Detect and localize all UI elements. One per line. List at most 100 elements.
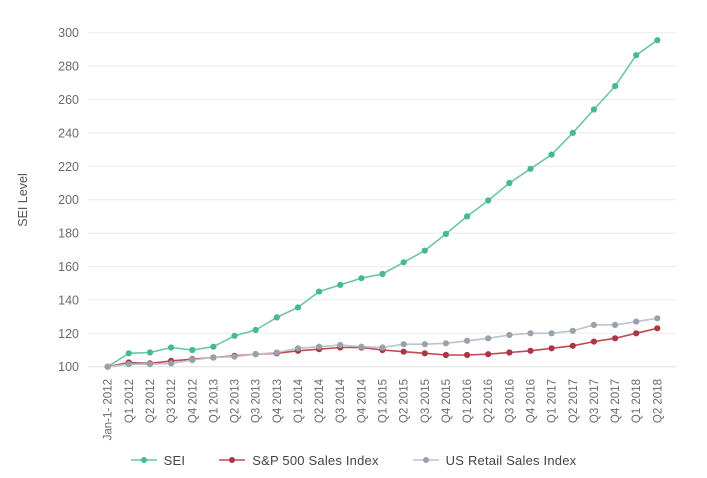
data-point [464, 337, 471, 344]
data-point [464, 351, 471, 359]
data-point [548, 330, 555, 337]
data-point [569, 129, 576, 136]
y-tick-label: 240 [58, 126, 79, 140]
y-tick-label: 300 [58, 26, 79, 40]
data-point [527, 347, 534, 354]
data-point [485, 197, 492, 204]
x-tick-label: Q1 2016 [462, 379, 474, 423]
data-point [294, 345, 302, 352]
data-point [527, 330, 534, 337]
x-tick-label: Q1 2015 [378, 379, 390, 423]
data-point [485, 335, 492, 342]
y-tick-label: 280 [58, 60, 79, 74]
data-point [442, 351, 449, 359]
data-point [189, 346, 196, 354]
x-tick-label: Q1 2012 [124, 379, 136, 423]
y-tick-label: 120 [58, 327, 79, 341]
data-point [316, 288, 323, 295]
x-tick-label: Q1 2013 [208, 379, 220, 423]
data-point [231, 353, 238, 360]
data-point [506, 331, 513, 339]
data-point [189, 356, 196, 364]
data-point [316, 343, 323, 350]
x-tick-label: Q3 2017 [589, 379, 601, 423]
data-point [612, 321, 619, 328]
data-point [146, 361, 154, 368]
x-tick-label: Q3 2015 [420, 379, 432, 423]
data-point [273, 314, 280, 321]
legend-label: S&P 500 Sales Index [252, 452, 379, 468]
legend-marker-icon [130, 457, 157, 463]
data-point [104, 363, 111, 370]
y-tick-label: 160 [58, 260, 79, 274]
x-tick-label: Q2 2016 [483, 379, 495, 423]
legend-item-us-retail-sales-index[interactable]: US Retail Sales Index [412, 453, 577, 468]
data-point [569, 342, 576, 349]
data-point [485, 351, 492, 358]
data-point [400, 259, 407, 266]
y-tick-label: 220 [58, 160, 79, 174]
x-tick-label: Q4 2017 [610, 379, 622, 423]
legend-item-s-p-500-sales-index[interactable]: S&P 500 Sales Index [219, 453, 378, 468]
legend-item-sei[interactable]: SEI [130, 452, 186, 468]
x-tick-label: Q1 2014 [293, 378, 305, 423]
x-tick-label: Jan-1- 2012 [103, 379, 115, 440]
data-point [548, 345, 555, 352]
data-point [358, 343, 365, 350]
legend-marker-icon [219, 457, 246, 463]
data-point [168, 360, 175, 367]
data-point [527, 165, 534, 172]
data-point [168, 344, 175, 351]
x-tick-label: Q3 2014 [335, 378, 347, 423]
data-point [273, 349, 280, 356]
data-point [337, 281, 344, 288]
data-point [506, 349, 513, 356]
data-point [252, 351, 259, 358]
data-point [612, 335, 619, 342]
data-point [612, 83, 619, 90]
data-point [400, 341, 407, 348]
data-point [421, 247, 428, 254]
x-tick-label: Q4 2013 [272, 379, 284, 423]
data-point [252, 326, 259, 334]
data-point [633, 52, 640, 59]
y-tick-label: 100 [58, 360, 79, 374]
data-point [210, 354, 217, 361]
data-point [654, 315, 661, 322]
legend-label: SEI [163, 452, 186, 468]
y-axis-title: SEI Level [16, 173, 30, 227]
series-line-sei [107, 39, 658, 368]
data-point [421, 341, 428, 348]
data-point [590, 106, 598, 113]
y-tick-label: 180 [58, 227, 79, 241]
legend-marker-icon [412, 457, 439, 463]
data-point [590, 338, 598, 345]
chart-legend: SEI S&P 500 Sales Index US Retail Sales In… [0, 447, 707, 473]
data-point [569, 327, 576, 334]
data-point [125, 361, 132, 368]
y-tick-label: 200 [58, 193, 79, 207]
data-point [633, 330, 640, 337]
data-point [590, 321, 598, 328]
y-tick-label: 260 [58, 93, 79, 107]
x-tick-label: Q4 2015 [441, 379, 453, 423]
x-tick-label: Q3 2016 [504, 379, 516, 423]
x-tick-label: Q4 2014 [356, 378, 368, 423]
y-tick-label: 140 [58, 293, 79, 307]
data-point [633, 318, 640, 325]
data-point [358, 275, 365, 282]
data-point [146, 349, 154, 356]
data-point [379, 270, 386, 278]
x-tick-label: Q2 2013 [230, 379, 242, 423]
data-point [294, 304, 302, 311]
data-point [442, 340, 449, 347]
x-tick-label: Q2 2015 [399, 379, 411, 423]
x-tick-label: Q2 2014 [314, 378, 326, 423]
x-tick-label: Q4 2016 [526, 379, 538, 423]
x-tick-label: Q2 2017 [568, 379, 580, 423]
data-point [210, 343, 217, 350]
x-tick-label: Q1 2018 [631, 379, 643, 423]
data-point [654, 325, 661, 332]
